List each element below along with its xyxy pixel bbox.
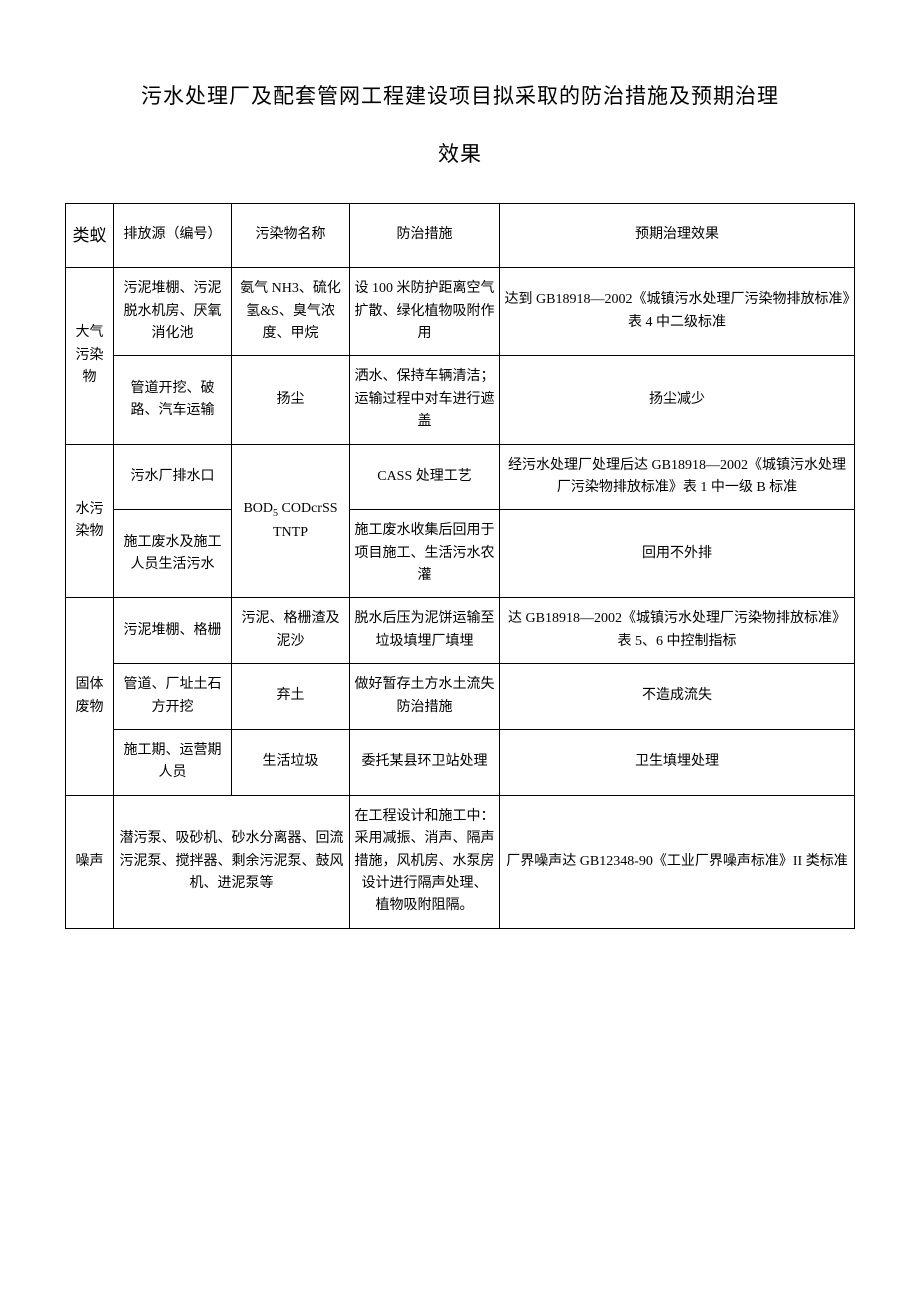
header-pollutant: 污染物名称 bbox=[232, 204, 350, 268]
cell-measure: 洒水、保持车辆清洁；运输过程中对车进行遮盖 bbox=[350, 356, 500, 444]
cell-effect: 卫生填埋处理 bbox=[500, 730, 855, 796]
cell-source: 管道开挖、破路、汽车运输 bbox=[114, 356, 232, 444]
category-noise: 噪声 bbox=[66, 795, 114, 928]
cell-source: 污泥堆棚、格栅 bbox=[114, 598, 232, 664]
table-row: 固体废物 污泥堆棚、格栅 污泥、格栅渣及泥沙 脱水后压为泥饼运输至垃圾填埋厂填埋… bbox=[66, 598, 855, 664]
cell-source: 施工期、运营期人员 bbox=[114, 730, 232, 796]
cell-effect: 经污水处理厂处理后达 GB18918—2002《城镇污水处理厂污染物排放标准》表… bbox=[500, 444, 855, 510]
category-solid: 固体废物 bbox=[66, 598, 114, 795]
cell-pollutant: 污泥、格栅渣及泥沙 bbox=[232, 598, 350, 664]
header-effect: 预期治理效果 bbox=[500, 204, 855, 268]
cell-measure: 设 100 米防护距离空气扩散、绿化植物吸附作用 bbox=[350, 268, 500, 356]
table-row: 水污染物 污水厂排水口 BOD5 CODcrSS TNTP CASS 处理工艺 … bbox=[66, 444, 855, 510]
cell-effect: 扬尘减少 bbox=[500, 356, 855, 444]
cell-measure: 施工废水收集后回用于项目施工、生活污水农灌 bbox=[350, 510, 500, 598]
cell-pollutant: 扬尘 bbox=[232, 356, 350, 444]
category-air: 大气污染物 bbox=[66, 268, 114, 444]
table-header-row: 类蚁 排放源（编号） 污染物名称 防治措施 预期治理效果 bbox=[66, 204, 855, 268]
pollution-control-table: 类蚁 排放源（编号） 污染物名称 防治措施 预期治理效果 大气污染物 污泥堆棚、… bbox=[65, 203, 855, 929]
table-row: 管道、厂址土石方开挖 弃土 做好暂存土方水土流失防治措施 不造成流失 bbox=[66, 664, 855, 730]
cell-source: 污泥堆棚、污泥脱水机房、厌氧消化池 bbox=[114, 268, 232, 356]
cell-effect: 不造成流失 bbox=[500, 664, 855, 730]
cell-source: 施工废水及施工人员生活污水 bbox=[114, 510, 232, 598]
table-row: 施工废水及施工人员生活污水 施工废水收集后回用于项目施工、生活污水农灌 回用不外… bbox=[66, 510, 855, 598]
cell-effect: 厂界噪声达 GB12348-90《工业厂界噪声标准》II 类标准 bbox=[500, 795, 855, 928]
cell-measure: 委托某县环卫站处理 bbox=[350, 730, 500, 796]
cell-measure: 在工程设计和施工中：采用减振、消声、隔声措施，风机房、水泵房设计进行隔声处理、 … bbox=[350, 795, 500, 928]
document-title-line1: 污水处理厂及配套管网工程建设项目拟采取的防治措施及预期治理 bbox=[65, 80, 855, 110]
cell-source-pollutant-merged: 潜污泵、吸砂机、砂水分离器、回流污泥泵、搅拌器、剩余污泥泵、鼓风机、进泥泵等 bbox=[114, 795, 350, 928]
header-source: 排放源（编号） bbox=[114, 204, 232, 268]
cell-measure: 做好暂存土方水土流失防治措施 bbox=[350, 664, 500, 730]
cell-pollutant: 生活垃圾 bbox=[232, 730, 350, 796]
cell-pollutant-merged: BOD5 CODcrSS TNTP bbox=[232, 444, 350, 598]
table-row: 管道开挖、破路、汽车运输 扬尘 洒水、保持车辆清洁；运输过程中对车进行遮盖 扬尘… bbox=[66, 356, 855, 444]
header-category: 类蚁 bbox=[66, 204, 114, 268]
cell-measure: CASS 处理工艺 bbox=[350, 444, 500, 510]
document-title-line2: 效果 bbox=[65, 138, 855, 168]
table-row: 施工期、运营期人员 生活垃圾 委托某县环卫站处理 卫生填埋处理 bbox=[66, 730, 855, 796]
table-row: 噪声 潜污泵、吸砂机、砂水分离器、回流污泥泵、搅拌器、剩余污泥泵、鼓风机、进泥泵… bbox=[66, 795, 855, 928]
cell-effect: 达到 GB18918—2002《城镇污水处理厂污染物排放标准》表 4 中二级标准 bbox=[500, 268, 855, 356]
cell-effect: 达 GB18918—2002《城镇污水处理厂污染物排放标准》表 5、6 中控制指… bbox=[500, 598, 855, 664]
cell-effect: 回用不外排 bbox=[500, 510, 855, 598]
table-row: 大气污染物 污泥堆棚、污泥脱水机房、厌氧消化池 氨气 NH3、硫化氢&S、臭气浓… bbox=[66, 268, 855, 356]
cell-source: 污水厂排水口 bbox=[114, 444, 232, 510]
cell-source: 管道、厂址土石方开挖 bbox=[114, 664, 232, 730]
cell-measure: 脱水后压为泥饼运输至垃圾填埋厂填埋 bbox=[350, 598, 500, 664]
header-measure: 防治措施 bbox=[350, 204, 500, 268]
cell-pollutant: 氨气 NH3、硫化氢&S、臭气浓度、甲烷 bbox=[232, 268, 350, 356]
cell-pollutant: 弃土 bbox=[232, 664, 350, 730]
category-water: 水污染物 bbox=[66, 444, 114, 598]
